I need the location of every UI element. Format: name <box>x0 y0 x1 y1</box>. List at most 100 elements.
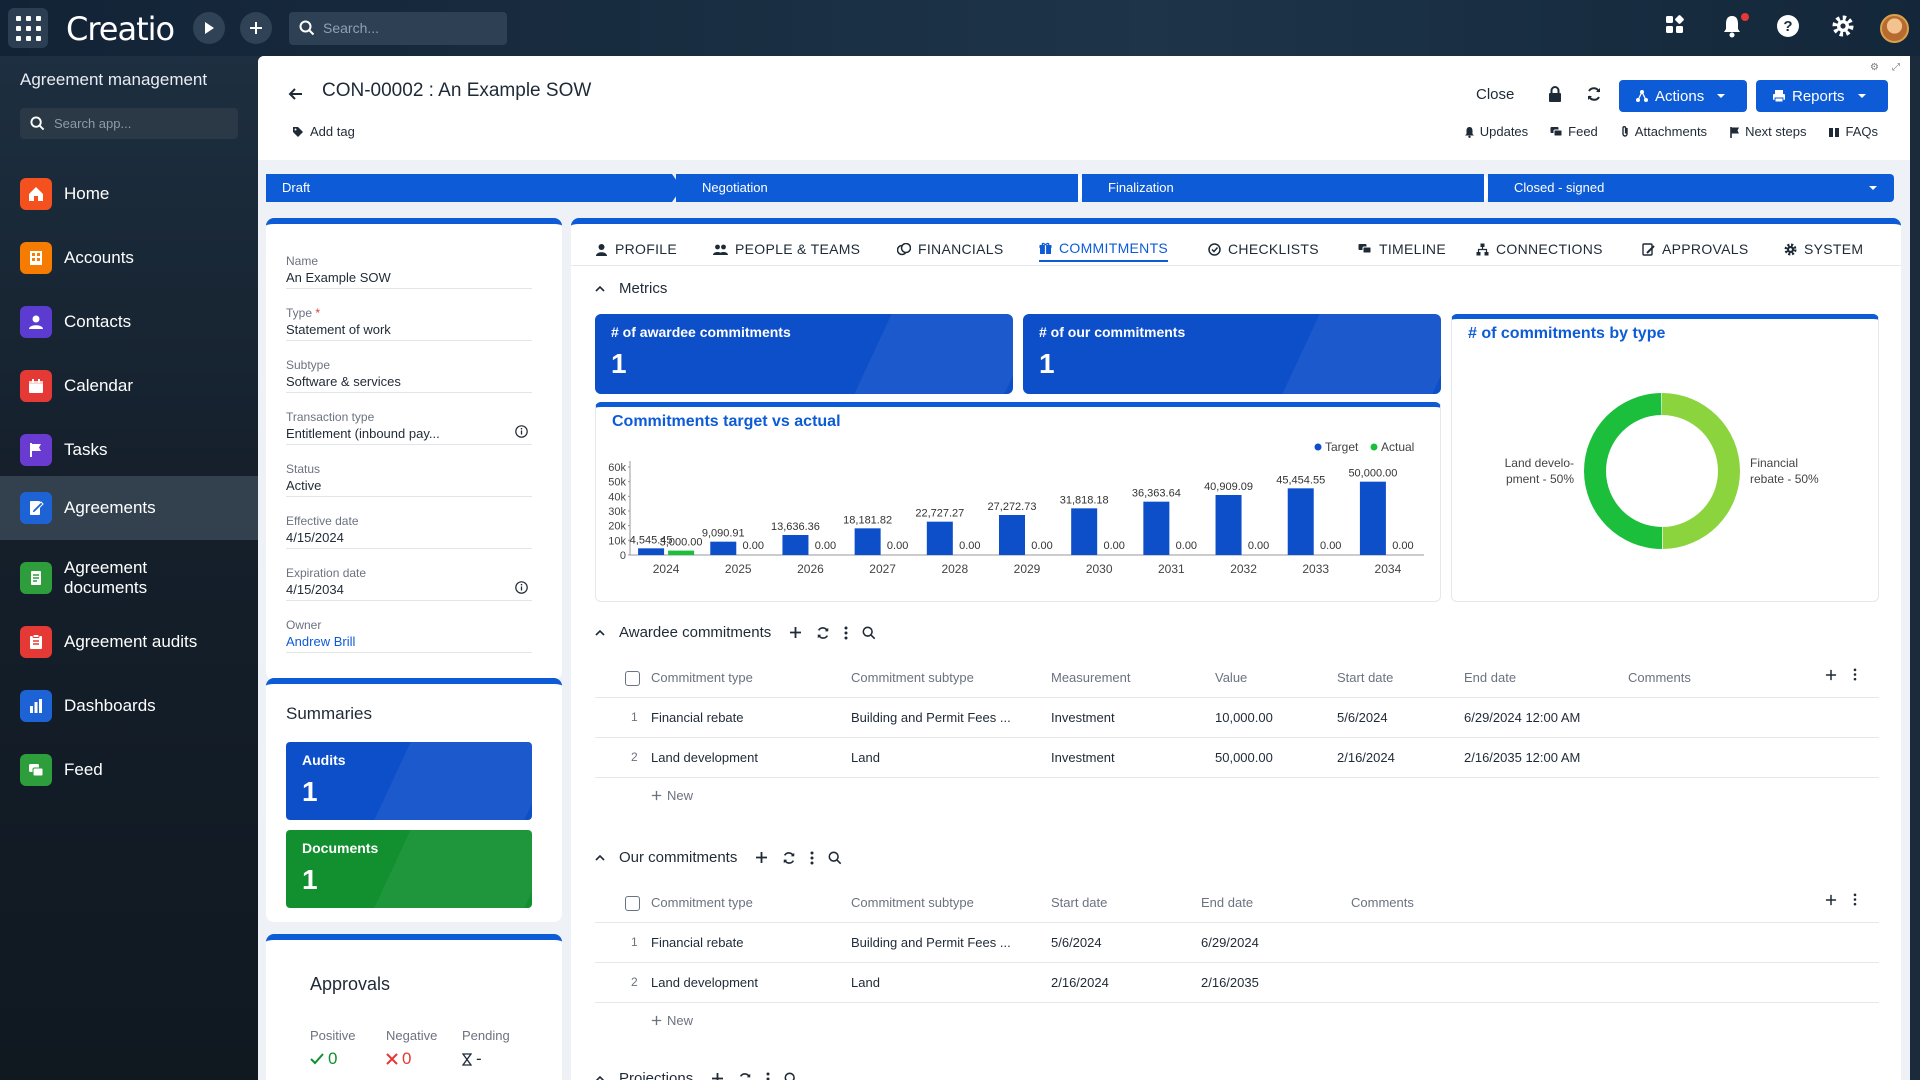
tab-checklists[interactable]: CHECKLISTS <box>1208 236 1319 262</box>
add-icon[interactable] <box>711 1072 724 1080</box>
our-commitments-metric[interactable]: # of our commitments 1 <box>1023 314 1441 394</box>
add-new-awardee-button[interactable]: New <box>651 788 693 803</box>
sidebar-item-accounts[interactable]: Accounts <box>0 234 258 282</box>
sidebar-item-contacts[interactable]: Contacts <box>0 298 258 346</box>
field-status[interactable]: Status Active <box>286 462 532 497</box>
global-search-input[interactable]: Search... <box>289 12 507 45</box>
add-new-our-commitment-button[interactable]: New <box>651 1013 693 1028</box>
table-row[interactable]: 1 Financial rebate Building and Permit F… <box>595 923 1879 963</box>
bar-target[interactable] <box>1359 481 1386 555</box>
table-row[interactable]: 2 Land development Land Investment 50,00… <box>595 738 1879 778</box>
owner-link[interactable]: Andrew Brill <box>286 634 356 649</box>
stage-closed-signed[interactable]: Closed - signed <box>1488 174 1894 202</box>
bar-target[interactable] <box>782 535 809 555</box>
add-icon[interactable] <box>789 626 802 639</box>
sidebar-item-tasks[interactable]: Tasks <box>0 426 258 474</box>
awardee-commitments-metric[interactable]: # of awardee commitments 1 <box>595 314 1013 394</box>
create-new-button[interactable] <box>240 12 272 44</box>
chevron-up-icon[interactable] <box>595 629 605 636</box>
refresh-icon[interactable] <box>816 626 830 640</box>
bar-target[interactable] <box>1071 508 1098 555</box>
faqs-link[interactable]: FAQs <box>1828 124 1878 139</box>
chevron-up-icon[interactable] <box>595 854 605 861</box>
sidebar-item-agreements[interactable]: Agreements <box>0 476 258 540</box>
bar-target[interactable] <box>999 515 1025 555</box>
next-steps-link[interactable]: Next steps <box>1729 124 1806 139</box>
bar-target[interactable] <box>854 528 881 555</box>
notifications-bell-icon[interactable] <box>1721 14 1743 38</box>
documents-tile[interactable]: Documents 1 <box>286 830 532 908</box>
audits-tile[interactable]: Audits 1 <box>286 742 532 820</box>
tab-approvals[interactable]: APPROVALS <box>1642 236 1748 262</box>
select-all-checkbox[interactable] <box>625 671 640 686</box>
more-vertical-icon[interactable] <box>766 1072 770 1080</box>
actions-button[interactable]: Actions <box>1619 80 1747 112</box>
updates-link[interactable]: Updates <box>1464 124 1528 139</box>
field-expiration-date[interactable]: Expiration date 4/15/2034 <box>286 566 532 601</box>
chevron-down-icon[interactable] <box>1868 183 1878 193</box>
back-arrow-icon[interactable] <box>288 86 304 102</box>
chevron-up-icon[interactable] <box>595 285 605 292</box>
donut-slice[interactable] <box>1662 393 1740 549</box>
field-type[interactable]: Type * Statement of work <box>286 306 532 341</box>
table-row[interactable]: 1 Financial rebate Building and Permit F… <box>595 698 1879 738</box>
sidebar-item-agreement-audits[interactable]: Agreement audits <box>0 610 258 674</box>
settings-small-icon[interactable]: ⚙ <box>1870 62 1879 73</box>
stage-draft[interactable]: Draft <box>266 174 672 202</box>
reports-button[interactable]: Reports <box>1756 80 1888 112</box>
tab-commitments[interactable]: COMMITMENTS <box>1039 236 1169 262</box>
run-process-button[interactable] <box>193 12 225 44</box>
info-icon[interactable] <box>515 425 528 438</box>
field-owner[interactable]: Owner Andrew Brill <box>286 618 532 653</box>
info-icon[interactable] <box>515 581 528 594</box>
expand-icon[interactable]: ⤢ <box>1892 62 1900 73</box>
tab-timeline[interactable]: TIMELINE <box>1358 236 1446 262</box>
help-icon[interactable]: ? <box>1776 14 1800 38</box>
settings-gear-icon[interactable] <box>1831 14 1855 38</box>
sidebar-item-home[interactable]: Home <box>0 170 258 218</box>
field-name[interactable]: Name An Example SOW <box>286 254 532 289</box>
bar-actual[interactable] <box>668 550 695 555</box>
more-vertical-icon[interactable] <box>1853 668 1857 681</box>
field-effective-date[interactable]: Effective date 4/15/2024 <box>286 514 532 549</box>
user-avatar[interactable] <box>1880 14 1909 43</box>
sidebar-item-dashboards[interactable]: Dashboards <box>0 674 258 738</box>
bar-target[interactable] <box>1215 495 1242 555</box>
field-subtype[interactable]: Subtype Software & services <box>286 358 532 393</box>
close-button[interactable]: Close <box>1476 86 1515 103</box>
feed-link[interactable]: Feed <box>1550 124 1598 139</box>
refresh-icon[interactable] <box>738 1072 752 1080</box>
more-vertical-icon[interactable] <box>844 626 848 640</box>
stage-negotiation[interactable]: Negotiation <box>676 174 1078 202</box>
refresh-icon[interactable] <box>782 851 796 865</box>
lock-icon[interactable] <box>1548 86 1562 102</box>
bar-target[interactable] <box>638 548 665 555</box>
tab-connections[interactable]: CONNECTIONS <box>1476 236 1603 262</box>
bar-target[interactable] <box>1143 501 1170 555</box>
chevron-up-icon[interactable] <box>595 1075 605 1080</box>
field-transaction-type[interactable]: Transaction type Entitlement (inbound pay… <box>286 410 532 445</box>
bar-target[interactable] <box>926 521 953 555</box>
sidebar-item-calendar[interactable]: Calendar <box>0 362 258 410</box>
metrics-section-header[interactable]: Metrics <box>595 280 667 297</box>
search-icon[interactable] <box>828 851 842 865</box>
add-tag-button[interactable]: Add tag <box>292 124 355 139</box>
more-vertical-icon[interactable] <box>810 851 814 865</box>
tab-profile[interactable]: PROFILE <box>595 236 677 262</box>
add-icon[interactable] <box>755 851 768 864</box>
select-all-checkbox[interactable] <box>625 896 640 911</box>
bar-target[interactable] <box>1287 488 1314 555</box>
table-row[interactable]: 2 Land development Land 2/16/2024 2/16/2… <box>595 963 1879 1003</box>
sidebar-item-feed[interactable]: Feed <box>0 738 258 802</box>
bar-target[interactable] <box>710 541 737 555</box>
add-column-icon[interactable] <box>1825 894 1837 906</box>
stage-finalization[interactable]: Finalization <box>1082 174 1484 202</box>
tab-financials[interactable]: FINANCIALS <box>897 236 1003 262</box>
tab-people-teams[interactable]: PEOPLE & TEAMS <box>713 236 860 262</box>
sidebar-item-agreement-documents[interactable]: Agreement documents <box>0 546 258 610</box>
attachments-link[interactable]: Attachments <box>1620 124 1707 139</box>
tab-system[interactable]: SYSTEM <box>1784 236 1863 262</box>
apps-grid-icon[interactable] <box>1664 14 1686 36</box>
donut-slice[interactable] <box>1583 393 1662 549</box>
search-icon[interactable] <box>862 626 876 640</box>
